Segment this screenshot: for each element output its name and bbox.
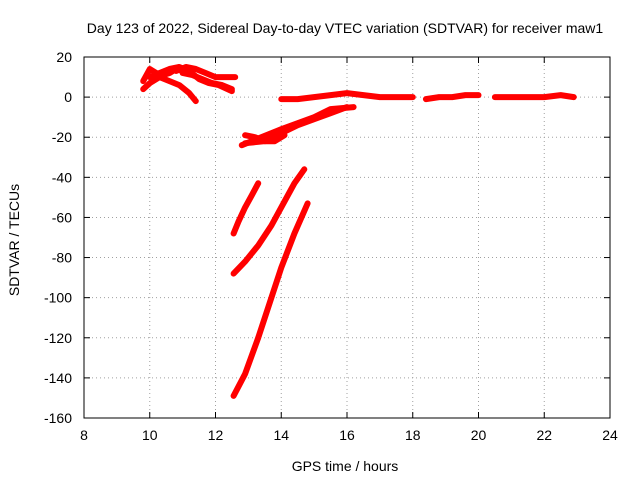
y-tick-label: -20	[52, 129, 72, 145]
series-arc-late-b	[491, 92, 577, 101]
x-tick-label: 16	[339, 427, 355, 443]
y-tick-label: -40	[52, 169, 72, 185]
x-axis-label: GPS time / hours	[292, 458, 399, 474]
chart-title: Day 123 of 2022, Sidereal Day-to-day VTE…	[87, 20, 604, 36]
x-tick-label: 8	[80, 427, 88, 443]
axis-ticks: 8 10 12 14 16 18 20 22 24 20 0 -20 -40 -60 -80 -100 -120…	[44, 49, 618, 443]
y-tick-label: -160	[44, 410, 72, 426]
x-tick-label: 20	[471, 427, 487, 443]
y-tick-label: -80	[52, 250, 72, 266]
series-arc-steep-a	[230, 180, 262, 237]
series-arc-early-b	[140, 74, 199, 105]
x-tick-label: 22	[536, 427, 552, 443]
y-tick-label: -100	[44, 290, 72, 306]
series-arc-early-d	[173, 64, 239, 81]
series-arc-main	[278, 90, 416, 103]
y-tick-label: -60	[52, 209, 72, 225]
series-arc-late-a	[422, 92, 482, 103]
y-tick-label: 0	[64, 89, 72, 105]
series-layer	[140, 64, 577, 399]
x-tick-label: 10	[142, 427, 158, 443]
series-arc-steep-b	[230, 166, 308, 277]
x-tick-label: 12	[208, 427, 224, 443]
series-arc-mid-c	[238, 104, 357, 149]
series-arc-early-e	[179, 70, 235, 93]
x-tick-label: 14	[273, 427, 289, 443]
y-tick-label: -140	[44, 370, 72, 386]
grid	[84, 57, 610, 418]
series-arc-steep-c	[230, 200, 311, 399]
x-tick-label: 24	[602, 427, 618, 443]
x-tick-label: 18	[405, 427, 421, 443]
y-axis-label: SDTVAR / TECUs	[6, 184, 22, 296]
y-tick-label: 20	[56, 49, 72, 65]
y-tick-label: -120	[44, 330, 72, 346]
